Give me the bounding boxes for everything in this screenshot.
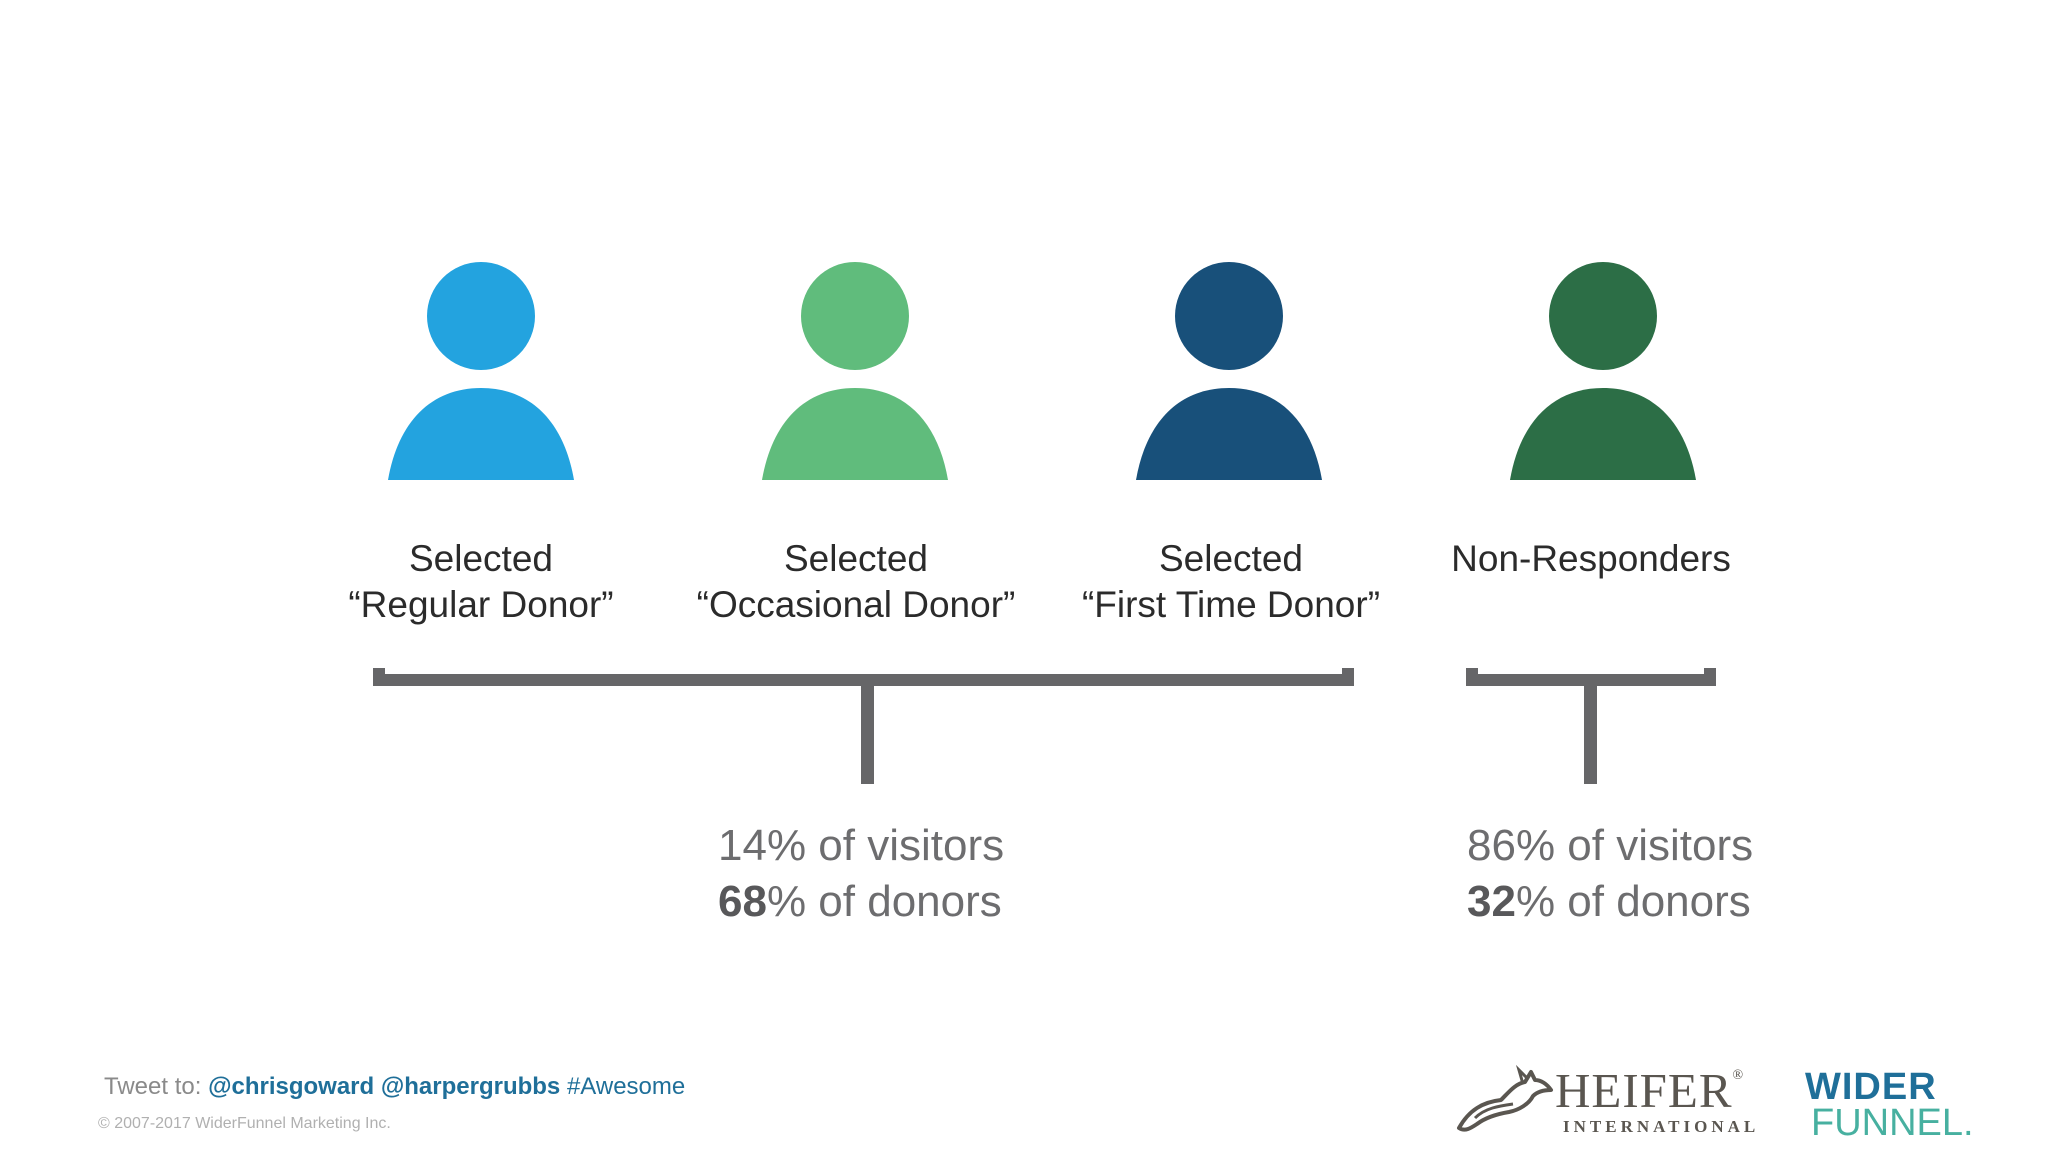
segment-label-line1: Selected xyxy=(784,538,928,579)
visitors-pct: 14 xyxy=(718,821,767,870)
twitter-handle-chrisgoward[interactable]: @chrisgoward xyxy=(208,1073,375,1100)
person-icon xyxy=(1136,262,1322,480)
donors-stat: 68% of donors xyxy=(718,874,1004,930)
tweet-line: Tweet to: @chrisgoward @harpergrubbs #Aw… xyxy=(104,1073,685,1101)
segment-label-line2: “Regular Donor” xyxy=(348,584,614,625)
segment-label-line2: “Occasional Donor” xyxy=(696,584,1016,625)
segment-label-line1: Selected xyxy=(1159,538,1303,579)
person-icon xyxy=(762,262,948,480)
copyright: © 2007-2017 WiderFunnel Marketing Inc. xyxy=(98,1115,391,1132)
heifer-cow-icon xyxy=(1457,1064,1553,1132)
bracket-non-responders xyxy=(1466,668,1716,784)
tweet-prefix: Tweet to: xyxy=(104,1073,209,1100)
person-icon xyxy=(1510,262,1696,480)
donors-stat: 32% of donors xyxy=(1467,874,1753,930)
donors-text: % of donors xyxy=(1515,877,1751,926)
visitors-stat: 14% of visitors xyxy=(718,818,1004,874)
visitors-text: % of visitors xyxy=(1515,821,1754,870)
widerfunnel-bottom-word: FUNNEL. xyxy=(1811,1102,1974,1144)
person-icon-first-time-donor xyxy=(1134,262,1324,480)
person-icon-regular-donor xyxy=(386,262,576,480)
segment-label-regular-donor: Selected “Regular Donor” xyxy=(291,536,671,628)
stats-non-responders: 86% of visitors 32% of donors xyxy=(1467,818,1753,930)
hashtag[interactable]: #Awesome xyxy=(566,1073,686,1100)
donors-text: % of donors xyxy=(766,877,1002,926)
person-icon xyxy=(388,262,574,480)
visitors-text: % of visitors xyxy=(766,821,1005,870)
segment-label-line1: Selected xyxy=(409,538,553,579)
segment-label-line1: Non-Responders xyxy=(1451,538,1731,579)
heifer-international-logo: HEIFER® INTERNATIONAL xyxy=(1455,1060,1755,1140)
twitter-handle-harpergrubbs[interactable]: @harpergrubbs xyxy=(380,1073,561,1100)
segment-label-first-time-donor: Selected “First Time Donor” xyxy=(1041,536,1421,628)
segment-label-line2: “First Time Donor” xyxy=(1081,584,1381,625)
bracket-donors xyxy=(373,668,1354,784)
donors-pct: 68 xyxy=(718,877,767,926)
group-brackets xyxy=(373,668,1716,784)
person-icon-non-responders xyxy=(1508,262,1698,480)
heifer-subtitle: INTERNATIONAL xyxy=(1563,1117,1760,1136)
visitors-stat: 86% of visitors xyxy=(1467,818,1753,874)
segment-label-non-responders: Non-Responders xyxy=(1401,536,1781,582)
segment-label-occasional-donor: Selected “Occasional Donor” xyxy=(666,536,1046,628)
widerfunnel-logo: WIDER FUNNEL. xyxy=(1805,1067,1975,1147)
heifer-wordmark: HEIFER® xyxy=(1555,1063,1745,1118)
widerfunnel-top-word: WIDER xyxy=(1805,1066,1937,1108)
donors-pct: 32 xyxy=(1467,877,1516,926)
person-icon-occasional-donor xyxy=(760,262,950,480)
visitors-pct: 86 xyxy=(1467,821,1516,870)
stats-responders: 14% of visitors 68% of donors xyxy=(718,818,1004,930)
